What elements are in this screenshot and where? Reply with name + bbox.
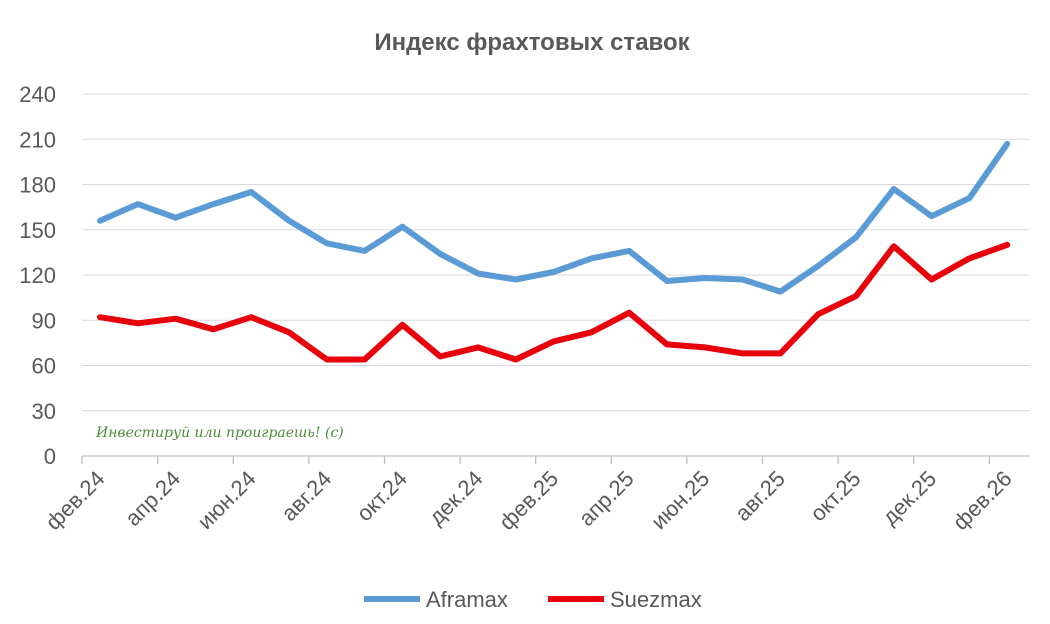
y-tick-label: 0 xyxy=(44,444,56,469)
x-tick-label: апр.25 xyxy=(574,466,639,531)
legend: Aframax Suezmax xyxy=(364,587,702,612)
y-tick-label: 120 xyxy=(19,263,56,288)
x-tick-label: окт.24 xyxy=(352,466,412,526)
x-tick-label: фев.25 xyxy=(494,466,563,535)
series-lines xyxy=(97,140,1011,363)
y-tick-label: 60 xyxy=(32,354,56,379)
x-tick-label: фев.24 xyxy=(41,466,110,535)
y-tick-label: 90 xyxy=(32,308,56,333)
x-tick-label: апр.24 xyxy=(120,466,185,531)
y-tick-label: 210 xyxy=(19,127,56,152)
x-axis: фев.24 апр.24 июн.24 авг.24 окт.24 дек.24 фев.… xyxy=(41,455,1030,535)
x-tick-label: авг.24 xyxy=(276,466,336,526)
chart-title: Индекс фрахтовых ставок xyxy=(374,29,690,56)
x-tick-label: июн.24 xyxy=(192,466,260,534)
x-tick-label: июн.25 xyxy=(646,466,714,534)
y-tick-label: 240 xyxy=(19,82,56,107)
watermark-annotation: Инвестируй или проиграешь! (с) xyxy=(95,425,344,441)
series-line-aframax xyxy=(97,140,1011,295)
y-tick-label: 150 xyxy=(19,218,56,243)
x-tick-label: авг.25 xyxy=(730,466,790,526)
legend-label: Aframax xyxy=(426,587,508,612)
y-tick-label: 180 xyxy=(19,173,56,198)
y-axis-ticks: 0 30 60 90 120 150 180 210 240 xyxy=(19,82,56,469)
y-tick-label: 30 xyxy=(32,399,56,424)
x-tick-label: дек.25 xyxy=(877,466,941,530)
x-tick-label: дек.24 xyxy=(424,466,488,530)
x-tick-label: фев.26 xyxy=(948,466,1017,535)
series-line-suezmax xyxy=(97,241,1011,363)
x-tick-label: окт.25 xyxy=(805,466,865,526)
legend-label: Suezmax xyxy=(610,587,702,612)
